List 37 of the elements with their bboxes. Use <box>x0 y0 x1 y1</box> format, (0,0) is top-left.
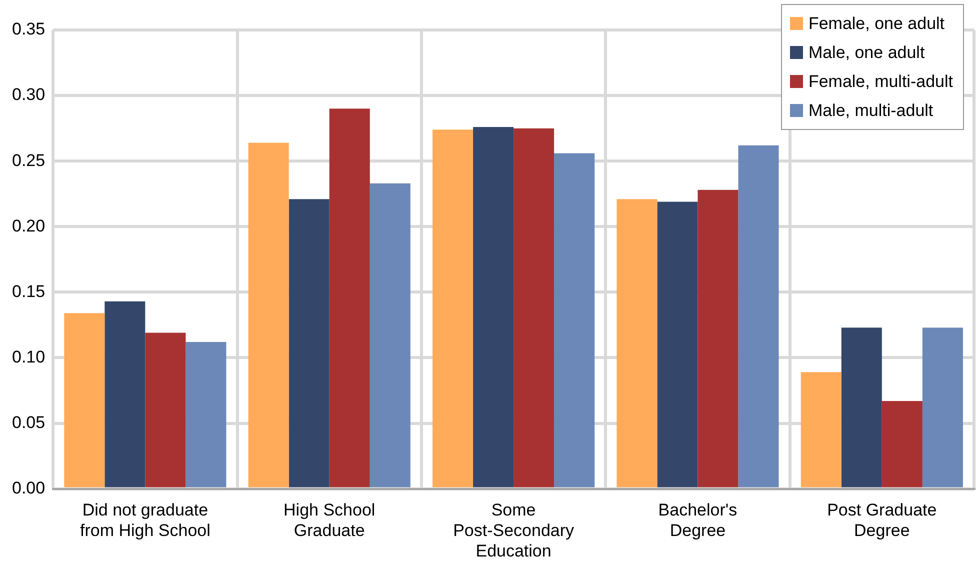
y-tick-label: 0.25 <box>12 150 46 170</box>
bar <box>657 202 698 488</box>
bar <box>248 142 289 488</box>
bar <box>329 108 370 488</box>
bar <box>698 190 738 488</box>
bar <box>186 342 226 488</box>
x-tick-label: Post Graduate Degree <box>827 500 937 540</box>
bar <box>370 183 410 488</box>
legend-label: Male, multi-adult <box>807 100 934 122</box>
bar <box>64 313 105 488</box>
bar <box>882 400 922 488</box>
y-tick-label: 0.20 <box>12 216 46 236</box>
bar <box>288 199 330 488</box>
bar <box>432 130 474 488</box>
bar <box>104 301 146 488</box>
bar <box>554 153 595 488</box>
legend-label: Female, one adult <box>807 13 946 35</box>
y-tick-label: 0.15 <box>12 282 46 301</box>
y-tick-label: 0.35 <box>12 20 46 39</box>
bar <box>922 328 963 488</box>
legend-label: Male, one adult <box>807 42 926 64</box>
bar <box>841 328 882 488</box>
legend-label: Female, multi-adult <box>807 71 953 93</box>
y-tick-label: 0.10 <box>12 347 46 366</box>
x-tick-label: Bachelor's Degree <box>658 500 738 540</box>
x-tick-label: Some Post-Secondary Education <box>453 500 575 560</box>
bar <box>616 199 658 488</box>
bar <box>473 127 514 488</box>
y-tick-label: 0.30 <box>12 85 46 104</box>
y-tick-label: 0.00 <box>12 478 46 498</box>
bar <box>145 332 186 488</box>
x-tick-label: High School Graduate <box>284 500 376 540</box>
bar <box>514 128 554 488</box>
y-tick-label: 0.05 <box>12 412 46 432</box>
bar <box>738 145 779 488</box>
x-tick-label: Did not graduate from High School <box>80 500 210 540</box>
bar <box>800 372 842 488</box>
